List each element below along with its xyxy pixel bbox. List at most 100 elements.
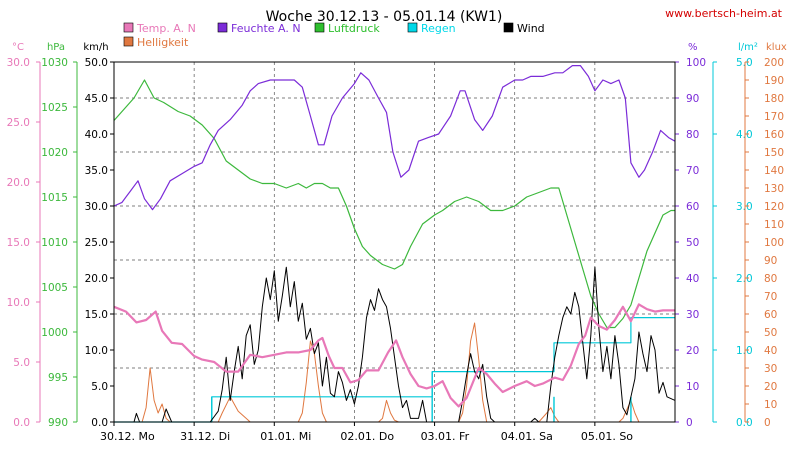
axis-tick-label-press: 1005 [41, 282, 68, 294]
legend-label: Regen [421, 22, 456, 35]
axis-tick-label-lux: 170 [764, 111, 784, 123]
axis-tick-label-wind: 10.0 [85, 345, 108, 357]
axis-tick-label-lux: 80 [764, 273, 777, 285]
series-luftdruck-line [113, 79, 675, 329]
axes: °C0.05.010.015.020.025.030.0hPa990995100… [7, 42, 787, 429]
legend-swatch [503, 22, 514, 33]
axis-tick-label-rain: 1.0 [736, 345, 753, 357]
axis-tick-label-press: 1030 [41, 57, 68, 69]
x-tick-label: 01.01. Mi [260, 430, 311, 443]
axis-tick-label-hum: 50 [686, 237, 699, 249]
axis-tick-label-lux: 110 [764, 219, 784, 231]
axis-unit-hum: % [688, 42, 698, 53]
series [113, 64, 676, 423]
series-wind-line [114, 266, 676, 423]
axis-tick-label-wind: 35.0 [85, 165, 108, 177]
source-url: www.bertsch-heim.at [665, 7, 783, 20]
axis-tick-label-lux: 120 [764, 201, 784, 213]
chart-title: Woche 30.12.13 - 05.01.14 (KW1) [266, 9, 503, 25]
axis-tick-label-temp: 20.0 [7, 177, 30, 189]
series-feuchte-a-n-line [113, 64, 676, 211]
legend-swatch [123, 36, 134, 47]
x-tick-label: 30.12. Mo [100, 430, 155, 443]
axis-tick-label-hum: 90 [686, 93, 699, 105]
axis-tick-label-wind: 45.0 [85, 93, 108, 105]
axis-tick-label-hum: 10 [686, 381, 699, 393]
grid [114, 62, 675, 422]
axis-tick-label-press: 1025 [41, 102, 68, 114]
axis-tick-label-lux: 130 [764, 183, 784, 195]
axis-tick-label-lux: 50 [764, 327, 777, 339]
axis-unit-temp: °C [12, 42, 24, 53]
axis-tick-label-wind: 15.0 [85, 309, 108, 321]
legend-swatch [314, 22, 325, 33]
legend: Temp. A. N Feuchte A. N Luftdruck Regen Wind… [123, 22, 545, 49]
legend-swatch [407, 22, 418, 33]
axis-tick-label-lux: 100 [764, 237, 784, 249]
axis-tick-label-wind: 25.0 [85, 237, 108, 249]
axis-tick-label-rain: 3.0 [736, 201, 753, 213]
axis-tick-label-lux: 0 [764, 417, 771, 429]
axis-tick-label-press: 1000 [41, 327, 68, 339]
series-temp-a-n-line [113, 303, 675, 408]
x-tick-label: 31.12. Di [180, 430, 230, 443]
axis-tick-label-wind: 30.0 [85, 201, 108, 213]
axis-tick-label-lux: 160 [764, 129, 784, 141]
axis-tick-label-temp: 30.0 [7, 57, 30, 69]
axis-tick-label-wind: 20.0 [85, 273, 108, 285]
legend-label: Feuchte A. N [231, 22, 301, 35]
axis-tick-label-temp: 10.0 [7, 297, 30, 309]
plot-frame [113, 61, 676, 423]
axis-tick-label-temp: 0.0 [13, 417, 30, 429]
axis-unit-press: hPa [47, 42, 65, 53]
axis-tick-label-hum: 100 [686, 57, 706, 69]
axis-tick-label-hum: 20 [686, 345, 699, 357]
axis-tick-label-rain: 4.0 [736, 129, 753, 141]
axis-tick-label-wind: 5.0 [91, 381, 108, 393]
axis-tick-label-lux: 30 [764, 363, 777, 375]
axis-tick-label-lux: 70 [764, 291, 777, 303]
legend-label: Helligkeit [137, 36, 189, 49]
axis-tick-label-lux: 90 [764, 255, 777, 267]
axis-tick-label-hum: 0 [686, 417, 693, 429]
axis-tick-label-press: 1010 [41, 237, 68, 249]
axis-tick-label-press: 1020 [41, 147, 68, 159]
axis-tick-label-hum: 30 [686, 309, 699, 321]
x-tick-label: 05.01. So [581, 430, 633, 443]
axis-tick-label-temp: 5.0 [13, 357, 30, 369]
axis-tick-label-lux: 150 [764, 147, 784, 159]
axis-tick-label-rain: 5.0 [736, 57, 753, 69]
axis-tick-label-wind: 40.0 [85, 129, 108, 141]
axis-tick-label-rain: 2.0 [736, 273, 753, 285]
axis-tick-label-hum: 40 [686, 273, 699, 285]
axis-tick-label-hum: 80 [686, 129, 699, 141]
axis-tick-label-lux: 10 [764, 399, 777, 411]
axis-tick-label-hum: 60 [686, 201, 699, 213]
axis-tick-label-lux: 40 [764, 345, 777, 357]
axis-tick-label-wind: 50.0 [85, 57, 108, 69]
legend-label: Wind [517, 22, 545, 35]
legend-swatch [217, 22, 228, 33]
axis-tick-label-press: 995 [48, 372, 68, 384]
x-axis-ticks: 30.12. Mo 31.12. Di 01.01. Mi 02.01. Do 03.0… [100, 422, 633, 443]
x-tick-label: 03.01. Fr [421, 430, 470, 443]
axis-tick-label-temp: 25.0 [7, 117, 30, 129]
axis-tick-label-lux: 190 [764, 75, 784, 87]
legend-label: Luftdruck [328, 22, 380, 35]
axis-unit-rain: l/m² [738, 42, 758, 53]
x-tick-label: 04.01. Sa [501, 430, 553, 443]
axis-tick-label-wind: 0.0 [91, 417, 108, 429]
axis-tick-label-temp: 15.0 [7, 237, 30, 249]
axis-tick-label-lux: 20 [764, 381, 777, 393]
legend-swatch [123, 22, 134, 33]
axis-tick-label-press: 1015 [41, 192, 68, 204]
axis-tick-label-hum: 70 [686, 165, 699, 177]
x-tick-label: 02.01. Do [340, 430, 394, 443]
axis-tick-label-rain: 0.0 [736, 417, 753, 429]
axis-unit-wind: km/h [83, 42, 108, 53]
axis-tick-label-lux: 200 [764, 57, 784, 69]
axis-unit-lux: klux [766, 42, 787, 53]
axis-tick-label-lux: 140 [764, 165, 784, 177]
